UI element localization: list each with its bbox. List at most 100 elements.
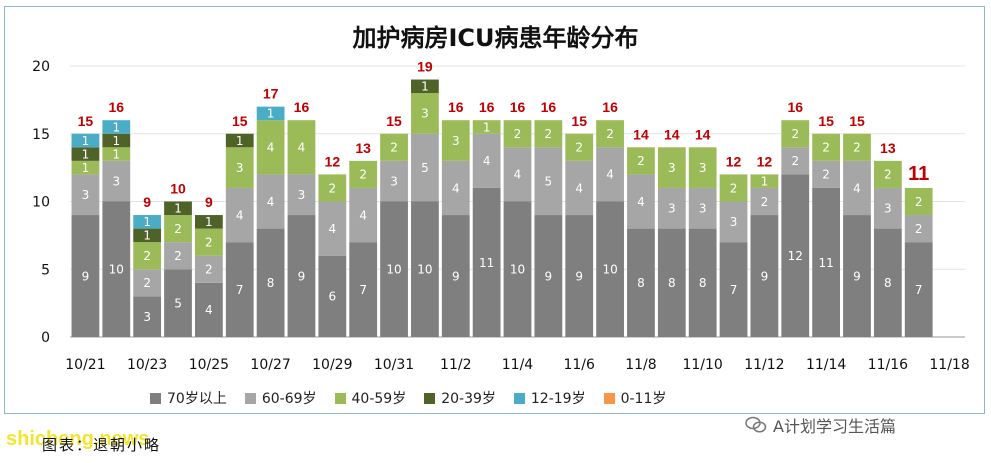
total-label: 19	[417, 59, 433, 75]
data-label: 2	[575, 141, 583, 155]
watermark-text: shicheng.news	[6, 428, 150, 450]
data-label: 3	[390, 174, 398, 188]
x-tick-label: 11/16	[868, 357, 908, 373]
data-label: 2	[359, 168, 367, 182]
data-label: 1	[82, 147, 90, 161]
bar-segment	[565, 160, 594, 216]
x-tick-label: 10/21	[65, 357, 105, 373]
data-label: 1	[112, 147, 120, 161]
data-label: 10	[417, 263, 432, 277]
x-tick-label: 11/8	[625, 357, 656, 373]
chart-legend: 70岁以上 60-69岁 40-59岁 20-39岁 12-19岁 0-11岁	[150, 386, 850, 410]
bar-segment	[627, 228, 655, 337]
data-label: 3	[884, 202, 892, 216]
total-label: 16	[109, 99, 125, 115]
bar-segment	[657, 187, 686, 229]
data-label: 2	[606, 127, 614, 141]
bar-segment	[102, 201, 131, 337]
bar-segment	[503, 201, 532, 337]
total-label: 9	[205, 194, 213, 210]
total-label: 9	[143, 194, 151, 210]
legend-label: 60-69岁	[261, 391, 317, 407]
bar-segment	[71, 215, 100, 337]
bar-segment	[102, 120, 131, 134]
data-label: 1	[143, 229, 151, 243]
total-label: 12	[325, 153, 341, 169]
bar-segment	[750, 174, 779, 188]
bar-segment	[904, 187, 933, 216]
data-label: 12	[788, 249, 803, 263]
data-label: 2	[791, 154, 799, 168]
total-label: 15	[571, 113, 587, 129]
total-label: 11	[908, 163, 929, 185]
bar-segment	[133, 296, 162, 337]
data-label: 11	[818, 256, 833, 270]
bar-segment	[102, 147, 131, 161]
data-label: 2	[143, 276, 151, 290]
data-label: 4	[637, 195, 645, 209]
total-label: 15	[849, 113, 865, 129]
bar-segment	[565, 133, 594, 161]
bar-segment	[781, 147, 810, 175]
data-label: 2	[143, 249, 151, 263]
data-label: 8	[699, 276, 707, 290]
total-label: 14	[695, 126, 711, 142]
bar-segment	[287, 120, 316, 175]
data-label: 8	[637, 276, 645, 290]
y-tick-label: 15	[32, 127, 50, 143]
x-tick-label: 10/25	[189, 357, 229, 373]
data-label: 4	[452, 181, 460, 195]
bar-segment	[719, 242, 748, 337]
total-label: 15	[386, 113, 402, 129]
bar-segment	[873, 187, 902, 229]
data-label: 2	[884, 168, 892, 182]
x-tick-label: 11/10	[682, 357, 722, 373]
data-label: 2	[761, 195, 769, 209]
bar-segment	[534, 215, 563, 337]
data-label: 4	[329, 222, 337, 236]
data-label: 2	[730, 181, 738, 195]
bar-segment	[781, 120, 810, 148]
data-label: 9	[853, 269, 861, 283]
data-label: 3	[699, 161, 707, 175]
bar-segment	[411, 79, 439, 94]
source-note: 图表：退朝小略	[42, 436, 162, 454]
bar-segment	[256, 120, 285, 175]
bar-segment	[781, 174, 810, 337]
x-tick-label: 10/29	[312, 357, 352, 373]
bar-segment	[503, 147, 532, 202]
brand-name: A计划学习生活篇	[773, 417, 896, 436]
data-label: 3	[421, 107, 429, 121]
data-label: 2	[174, 249, 182, 263]
y-tick-label: 20	[32, 59, 50, 75]
data-label: 4	[298, 141, 306, 155]
bar-segment	[534, 147, 563, 216]
total-label: 13	[880, 140, 896, 156]
bar-segment	[596, 120, 624, 148]
bar-segment	[133, 215, 162, 229]
x-tick-label: 10/27	[250, 357, 290, 373]
total-label: 10	[170, 181, 186, 197]
bar-segment	[750, 187, 779, 216]
bar-segment	[441, 160, 470, 216]
bar-segment	[472, 120, 501, 134]
data-label: 2	[390, 141, 398, 155]
legend-swatch	[150, 392, 161, 404]
data-label: 4	[359, 208, 367, 222]
bar-segment	[812, 187, 841, 337]
bar-segment	[256, 228, 285, 337]
bar-segment	[657, 228, 686, 337]
x-tick-label: 11/2	[440, 357, 471, 373]
data-label: 5	[174, 296, 182, 310]
data-label: 3	[143, 310, 151, 324]
data-label: 9	[761, 269, 769, 283]
total-label: 16	[787, 99, 803, 115]
bar-segment	[102, 160, 131, 202]
data-label: 1	[112, 134, 120, 148]
data-label: 8	[267, 276, 275, 290]
legend-label: 0-11岁	[620, 391, 667, 407]
data-label: 3	[112, 174, 120, 188]
legend-label: 70岁以上	[167, 391, 227, 407]
y-tick-label: 10	[32, 195, 50, 211]
bar-segment	[349, 242, 378, 337]
